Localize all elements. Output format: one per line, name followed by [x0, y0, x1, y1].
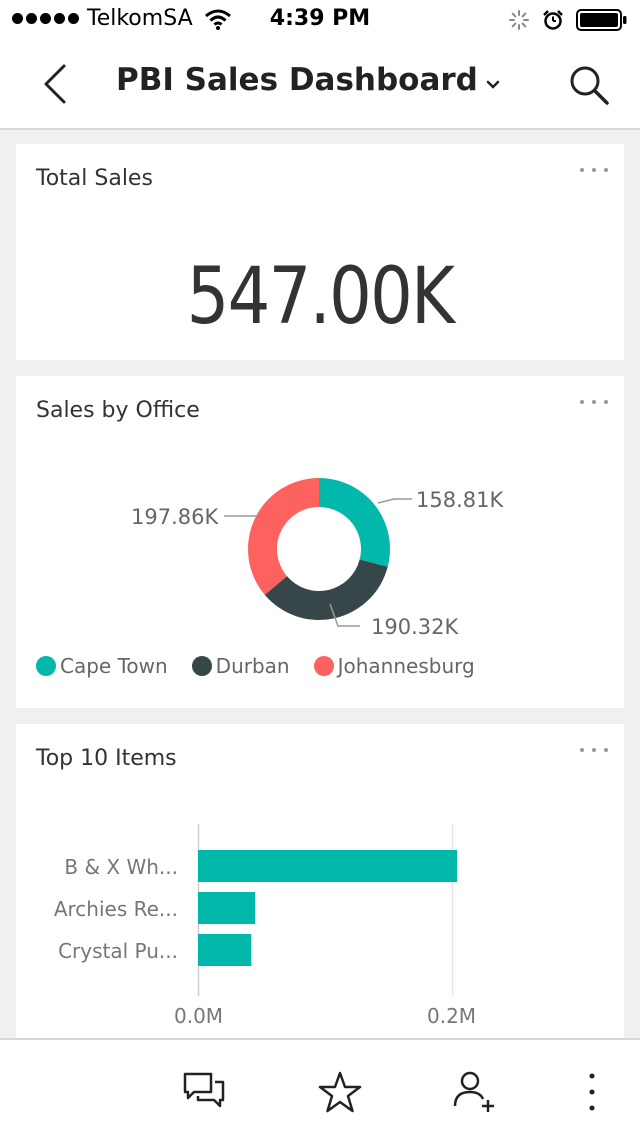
bar-item-1[interactable] [198, 850, 458, 882]
more-vertical-icon [589, 1073, 595, 1111]
total-sales-tile[interactable]: Total Sales 547.00K [16, 144, 624, 360]
kpi-value: 547.00K [186, 252, 455, 342]
bar-label-item-1: B & X Wh... [64, 855, 178, 879]
tile-title: Top 10 Items [36, 746, 177, 771]
wifi-icon [204, 9, 231, 30]
chevron-down-icon [486, 80, 500, 89]
comments-button[interactable] [180, 1068, 228, 1116]
add-user-icon [453, 1071, 494, 1112]
legend-swatch [313, 656, 334, 676]
slice-johannesburg[interactable] [247, 478, 319, 595]
bar-item-3[interactable] [198, 934, 252, 966]
sales-by-office-tile[interactable]: Sales by Office 158.81K 190.32K 197.86K … [16, 376, 624, 708]
status-icons [508, 8, 628, 32]
dashboard-title-dropdown[interactable]: PBI Sales Dashboard [116, 62, 500, 98]
tile-more-button[interactable] [578, 394, 610, 410]
tile-more-button[interactable] [578, 742, 610, 758]
comments-icon [183, 1072, 225, 1108]
leader-line-cape-town [377, 498, 412, 504]
legend-swatch [191, 656, 212, 676]
back-button[interactable] [34, 60, 78, 108]
bottom-toolbar [0, 1038, 640, 1136]
axis-tick-02: 0.2M [427, 1004, 477, 1028]
legend-label: Durban [215, 654, 290, 678]
app-header: PBI Sales Dashboard [0, 40, 640, 130]
status-time: 4:39 PM [269, 6, 371, 31]
chart-legend: Cape Town Durban Johannesburg [36, 654, 499, 678]
favorite-button[interactable] [316, 1068, 364, 1116]
star-icon [318, 1071, 362, 1113]
legend-item-durban[interactable]: Durban [191, 654, 290, 678]
signal-strength-icon [12, 13, 79, 24]
search-icon [570, 66, 609, 105]
tile-more-button[interactable] [578, 162, 610, 178]
more-options-button[interactable] [570, 1068, 618, 1116]
donut-chart [224, 478, 412, 627]
legend-label: Johannesburg [337, 654, 475, 678]
carrier-name: TelkomSA [87, 6, 193, 31]
tile-title: Sales by Office [36, 398, 200, 423]
leader-line-durban [329, 603, 360, 627]
search-button[interactable] [566, 62, 612, 108]
data-label-cape-town: 158.81K [416, 488, 504, 512]
bar-label-item-3: Crystal Pu... [58, 939, 178, 963]
top-items-tile[interactable]: Top 10 Items B & X Wh... Archies Re... C… [16, 724, 624, 1038]
activity-spinner-icon [509, 10, 529, 30]
chevron-left-icon [44, 64, 66, 104]
slice-durban[interactable] [264, 559, 388, 620]
axis-tick-0: 0.0M [174, 1004, 224, 1028]
page-title: PBI Sales Dashboard [116, 62, 478, 98]
legend-item-johannesburg[interactable]: Johannesburg [313, 654, 475, 678]
bar-chart [197, 824, 458, 996]
bar-item-2[interactable] [198, 892, 256, 924]
share-button[interactable] [452, 1068, 500, 1116]
legend-label: Cape Town [60, 654, 168, 678]
data-label-johannesburg: 197.86K [131, 505, 219, 529]
legend-item-cape-town[interactable]: Cape Town [36, 654, 168, 678]
tile-title: Total Sales [36, 166, 153, 191]
legend-swatch [36, 656, 56, 676]
status-bar: TelkomSA 4:39 PM [0, 0, 640, 40]
battery-icon [576, 9, 627, 31]
bar-label-item-2: Archies Re... [53, 897, 178, 921]
carrier-group: TelkomSA [12, 6, 233, 31]
alarm-icon [543, 10, 563, 30]
data-label-durban: 190.32K [371, 615, 459, 639]
slice-cape-town[interactable] [319, 478, 390, 567]
